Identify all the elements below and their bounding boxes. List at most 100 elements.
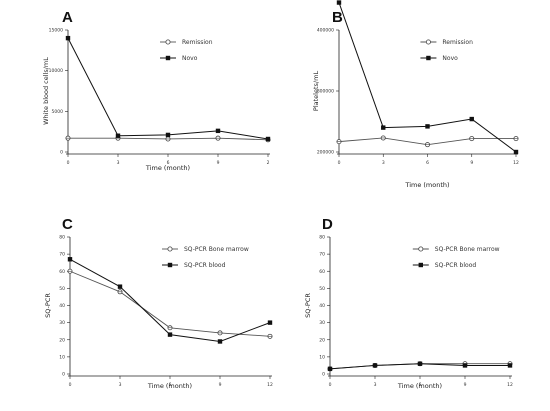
legend-label: SQ-PCR Bone marrow bbox=[435, 246, 500, 253]
data-point bbox=[469, 116, 474, 122]
data-point bbox=[165, 132, 171, 138]
data-point bbox=[372, 363, 378, 368]
legend-label: SQ-PCR blood bbox=[435, 262, 477, 269]
x-tick-label: 6 bbox=[419, 382, 422, 388]
y-tick-label: 50 bbox=[319, 286, 325, 292]
y-tick-label: 40 bbox=[59, 303, 65, 309]
x-tick-label: 3 bbox=[117, 160, 120, 166]
x-axis-label: Time (month) bbox=[145, 164, 190, 172]
series-line-2 bbox=[67, 37, 269, 140]
data-point bbox=[217, 339, 223, 344]
data-point bbox=[215, 135, 221, 141]
x-tick-label: 9 bbox=[219, 382, 222, 388]
x-tick-label: 3 bbox=[382, 160, 385, 166]
x-tick-label: 0 bbox=[67, 160, 70, 166]
data-point bbox=[380, 135, 386, 141]
legend-entry-2: SQ-PCR blood bbox=[412, 262, 477, 269]
data-point bbox=[336, 139, 342, 145]
y-tick-label: 10000 bbox=[49, 68, 63, 74]
y-tick-label: 20 bbox=[59, 337, 65, 343]
data-point bbox=[65, 135, 71, 141]
data-point bbox=[424, 142, 430, 148]
legend-entry-1: Remission bbox=[420, 39, 473, 46]
data-point bbox=[67, 257, 73, 262]
y-tick-label: 0 bbox=[322, 372, 325, 378]
y-tick-label: 10 bbox=[59, 354, 65, 360]
panel-label-a: A bbox=[62, 9, 73, 26]
x-tick-label: 12 bbox=[507, 382, 513, 388]
legend-entry-1: SQ-PCR Bone marrow bbox=[412, 246, 500, 253]
data-point bbox=[65, 35, 71, 41]
x-tick-label: 0 bbox=[338, 160, 341, 166]
legend-label: SQ-PCR Bone marrow bbox=[184, 246, 249, 253]
data-point bbox=[507, 363, 513, 368]
y-tick-label: 0 bbox=[60, 150, 63, 156]
x-tick-label: 0 bbox=[69, 382, 72, 388]
data-point bbox=[513, 149, 519, 155]
data-point bbox=[115, 133, 121, 138]
x-tick-label: 6 bbox=[426, 160, 429, 166]
x-tick-label: 9 bbox=[217, 160, 220, 166]
data-point bbox=[215, 128, 221, 134]
panel-label-d: D bbox=[322, 216, 333, 233]
data-point bbox=[265, 136, 271, 142]
data-point bbox=[117, 289, 123, 295]
panel-d: D 0 10 20 30 40 50 60 70 80 0 3 6 9 12 Time (month) SQ-P… bbox=[304, 216, 513, 390]
y-tick-label: 5000 bbox=[52, 109, 64, 115]
data-point bbox=[67, 268, 73, 274]
legend-label: Novo bbox=[182, 55, 198, 62]
y-tick-label: 15000 bbox=[49, 28, 63, 34]
y-tick-label: 60 bbox=[59, 269, 65, 275]
y-tick-label: 20 bbox=[319, 337, 325, 343]
x-tick-label: 6 bbox=[167, 160, 170, 166]
y-tick-label: 30 bbox=[59, 320, 65, 326]
y-axis-label: Platelets/mL bbox=[312, 71, 320, 112]
x-axis-label: Time (month) bbox=[397, 382, 442, 390]
data-point bbox=[381, 125, 386, 130]
y-tick-label: 10 bbox=[319, 354, 325, 360]
panel-b: B 200000 300000 400000 0 3 6 9 12 Time (month) Pla… bbox=[312, 0, 519, 189]
panel-label-b: B bbox=[332, 9, 343, 26]
panel-c: C 0 10 20 30 40 50 60 70 80 0 3 6 9 12 Time (month) SQ-P… bbox=[44, 216, 273, 390]
panel-label-c: C bbox=[62, 216, 73, 233]
data-point bbox=[217, 330, 223, 336]
y-tick-label: 70 bbox=[59, 252, 65, 258]
legend-label: Novo bbox=[442, 55, 458, 62]
legend-entry-1: SQ-PCR Bone marrow bbox=[162, 246, 249, 253]
x-tick-label: 0 bbox=[329, 382, 332, 388]
legend-label: Remission bbox=[442, 39, 473, 46]
legend-label: Remission bbox=[182, 39, 213, 46]
y-axis-label: SQ-PCR bbox=[304, 293, 312, 318]
x-tick-label: 9 bbox=[470, 160, 473, 166]
data-point bbox=[165, 136, 171, 142]
data-point bbox=[336, 0, 342, 5]
data-point bbox=[513, 136, 519, 142]
y-tick-label: 60 bbox=[319, 269, 325, 275]
y-tick-label: 30 bbox=[319, 320, 325, 326]
data-point bbox=[327, 366, 333, 372]
x-tick-label: 12 bbox=[513, 160, 519, 166]
x-tick-label: 9 bbox=[464, 382, 467, 388]
y-tick-label: 80 bbox=[59, 235, 65, 241]
x-tick-label: 3 bbox=[374, 382, 377, 388]
y-tick-label: 300000 bbox=[317, 89, 334, 95]
legend-entry-2: SQ-PCR blood bbox=[162, 262, 226, 269]
legend-entry-2: Novo bbox=[420, 55, 458, 62]
x-tick-label: 3 bbox=[119, 382, 122, 388]
y-tick-label: 400000 bbox=[317, 28, 334, 34]
data-point bbox=[167, 325, 173, 331]
data-point bbox=[425, 124, 430, 129]
x-tick-label: 2 bbox=[267, 160, 270, 166]
data-point bbox=[267, 333, 273, 339]
data-point bbox=[267, 320, 273, 325]
data-point bbox=[462, 363, 468, 368]
panel-a: A 0 5000 10000 15000 0 3 6 9 2 Time (month) White b… bbox=[42, 9, 271, 172]
y-tick-label: 70 bbox=[319, 252, 325, 258]
data-point bbox=[117, 284, 123, 289]
x-tick-label: 12 bbox=[267, 382, 273, 388]
series-line-2 bbox=[338, 2, 517, 153]
x-axis-label: Time (month) bbox=[404, 181, 449, 189]
y-tick-label: 0 bbox=[62, 372, 65, 378]
y-tick-label: 40 bbox=[319, 303, 325, 309]
